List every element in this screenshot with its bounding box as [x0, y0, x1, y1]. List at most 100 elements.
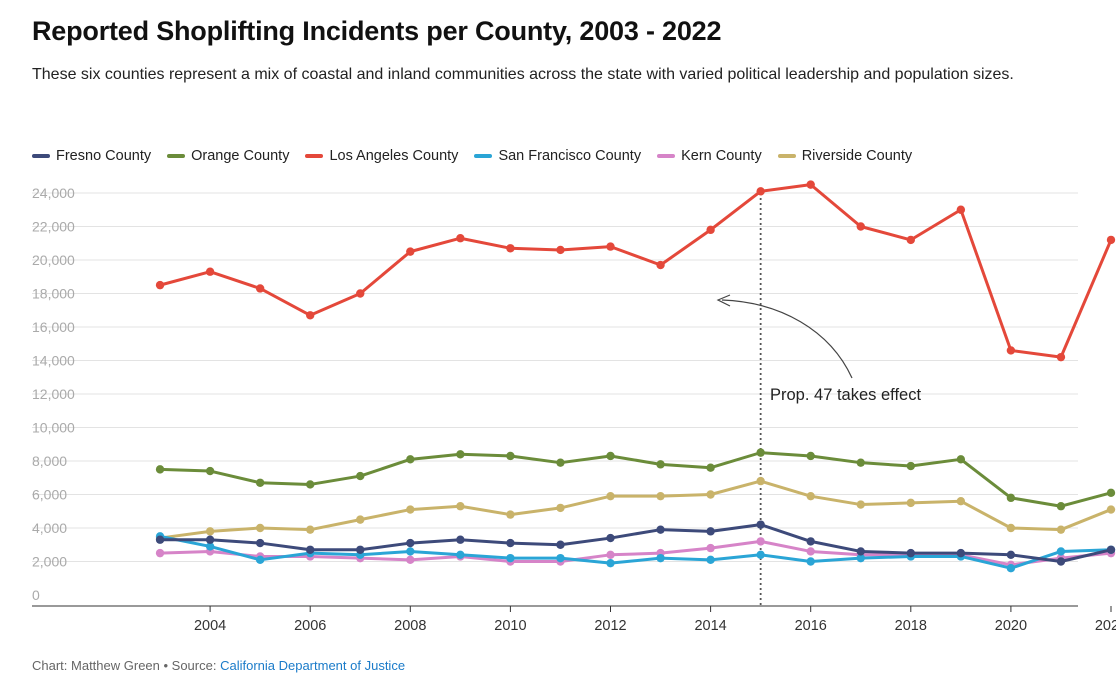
data-point	[807, 492, 815, 500]
data-point	[306, 525, 314, 533]
data-point	[456, 450, 464, 458]
data-point	[907, 236, 915, 244]
y-tick-label: 24,000	[32, 185, 75, 201]
data-point	[556, 554, 564, 562]
x-tick-label: 2020	[995, 618, 1027, 634]
data-point	[506, 244, 514, 252]
data-point	[606, 559, 614, 567]
data-point	[807, 557, 815, 565]
data-point	[406, 556, 414, 564]
data-point	[256, 479, 264, 487]
data-point	[506, 554, 514, 562]
data-point	[706, 527, 714, 535]
data-point	[156, 549, 164, 557]
data-point	[156, 281, 164, 289]
data-point	[807, 452, 815, 460]
data-point	[1007, 564, 1015, 572]
data-point	[306, 546, 314, 554]
y-tick-label: 6,000	[32, 487, 67, 503]
data-point	[656, 525, 664, 533]
data-point	[807, 537, 815, 545]
x-tick-label: 2010	[494, 618, 526, 634]
data-point	[406, 539, 414, 547]
data-point	[306, 480, 314, 488]
series-line	[160, 185, 1111, 358]
data-point	[1107, 546, 1115, 554]
data-point	[1107, 505, 1115, 513]
footer: Chart: Matthew Green • Source: Californi…	[32, 658, 405, 673]
data-point	[957, 549, 965, 557]
data-point	[656, 460, 664, 468]
data-point	[156, 465, 164, 473]
data-point	[556, 504, 564, 512]
data-point	[656, 492, 664, 500]
data-point	[256, 539, 264, 547]
data-point	[857, 500, 865, 508]
data-point	[256, 556, 264, 564]
data-point	[756, 551, 764, 559]
data-point	[606, 534, 614, 542]
data-point	[406, 247, 414, 255]
data-point	[1007, 346, 1015, 354]
data-point	[356, 472, 364, 480]
data-point	[156, 536, 164, 544]
y-tick-label: 20,000	[32, 252, 75, 268]
x-tick-label: 2022	[1095, 618, 1116, 634]
annotation-arrow	[722, 300, 852, 378]
x-tick-label: 2008	[394, 618, 426, 634]
data-point	[656, 261, 664, 269]
y-tick-label: 12,000	[32, 386, 75, 402]
line-chart: 0 2,000 4,000 6,000 8,000 10,000 12,000 14,000 1…	[0, 0, 1116, 650]
data-point	[807, 547, 815, 555]
data-point	[506, 539, 514, 547]
data-point	[756, 520, 764, 528]
data-point	[957, 497, 965, 505]
data-point	[857, 458, 865, 466]
y-tick-label: 16,000	[32, 319, 75, 335]
data-point	[957, 206, 965, 214]
annotation-text: Prop. 47 takes effect	[770, 386, 921, 404]
data-point	[1007, 551, 1015, 559]
series-line	[160, 481, 1111, 538]
data-point	[1057, 353, 1065, 361]
data-point	[706, 490, 714, 498]
data-point	[756, 187, 764, 195]
y-tick-label: 8,000	[32, 453, 67, 469]
data-point	[456, 234, 464, 242]
data-point	[356, 546, 364, 554]
data-point	[1057, 547, 1065, 555]
data-point	[456, 536, 464, 544]
data-point	[606, 452, 614, 460]
data-point	[756, 448, 764, 456]
source-link[interactable]: California Department of Justice	[220, 658, 405, 673]
data-point	[506, 510, 514, 518]
data-point	[907, 499, 915, 507]
data-point	[1107, 236, 1115, 244]
data-point	[907, 549, 915, 557]
y-tick-label: 18,000	[32, 286, 75, 302]
y-tick-label: 0	[32, 587, 40, 603]
data-point	[1057, 557, 1065, 565]
data-point	[606, 492, 614, 500]
data-point	[957, 455, 965, 463]
data-point	[857, 222, 865, 230]
data-point	[556, 458, 564, 466]
data-point	[706, 226, 714, 234]
data-point	[206, 268, 214, 276]
data-point	[706, 544, 714, 552]
data-point	[807, 180, 815, 188]
data-point	[756, 537, 764, 545]
data-point	[406, 505, 414, 513]
x-tick-label: 2016	[795, 618, 827, 634]
data-point	[606, 551, 614, 559]
x-tick-label: 2012	[594, 618, 626, 634]
data-point	[306, 311, 314, 319]
data-point	[356, 515, 364, 523]
y-tick-label: 10,000	[32, 420, 75, 436]
x-tick-label: 2018	[895, 618, 927, 634]
y-tick-label: 4,000	[32, 520, 67, 536]
data-point	[406, 547, 414, 555]
data-point	[256, 284, 264, 292]
data-point	[256, 524, 264, 532]
data-point	[857, 547, 865, 555]
